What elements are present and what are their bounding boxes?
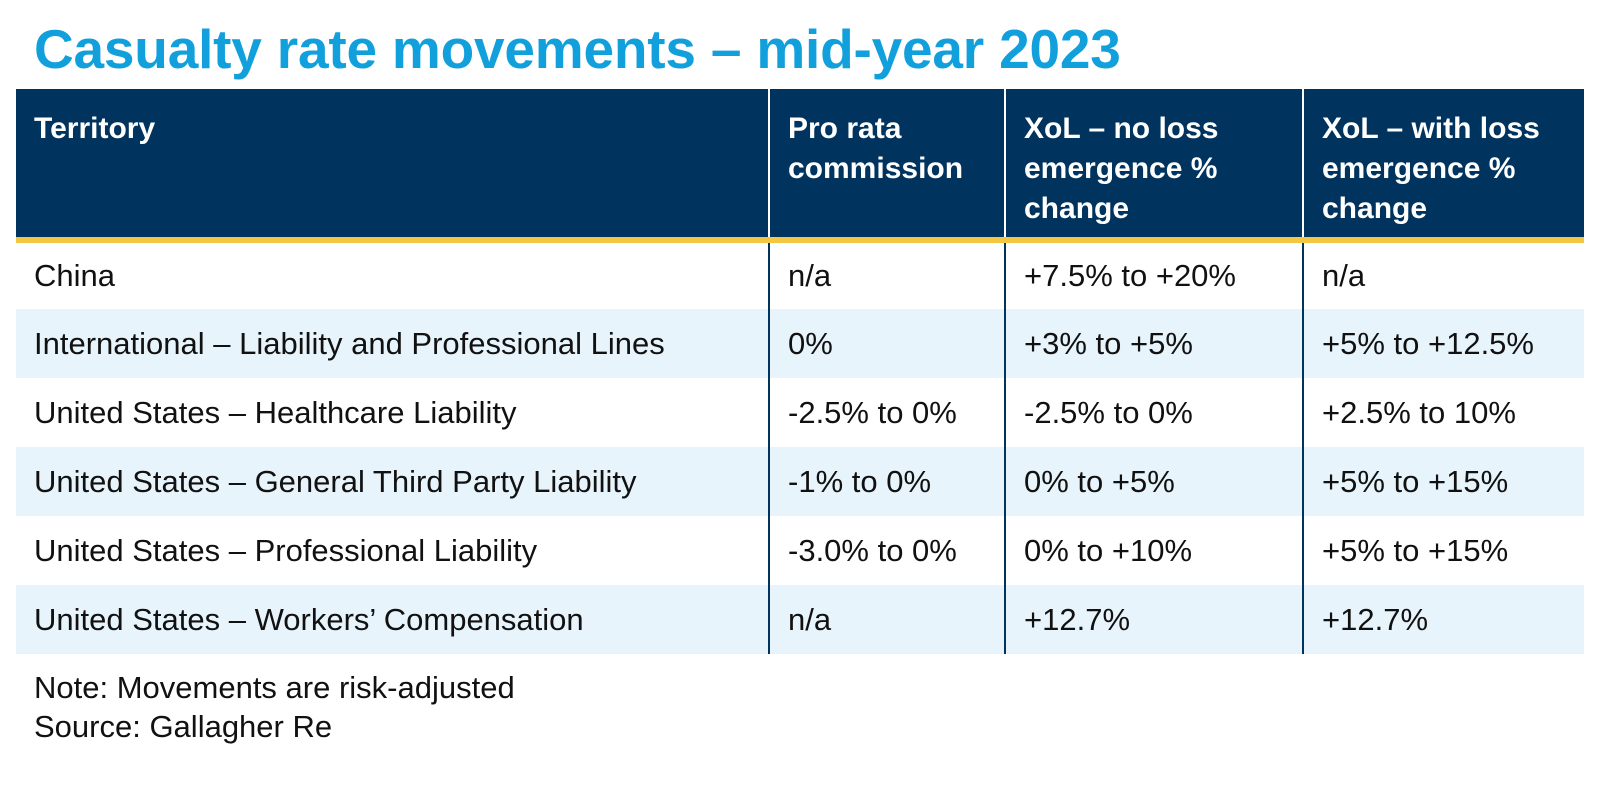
territory-cell: United States – Healthcare Liability — [34, 394, 517, 430]
table-header: Territory Pro rata commission XoL – no l… — [16, 89, 1584, 243]
xol-with-loss-cell: +12.7% — [1302, 585, 1584, 654]
table-row: United States – Professional Liability -… — [16, 516, 1584, 585]
header-xol-no-loss-emergence: XoL – no loss emergence % change — [1004, 89, 1303, 243]
table-row: China n/a +7.5% to +20% n/a — [16, 240, 1584, 309]
footnotes: Note: Movements are risk-adjusted Source… — [34, 668, 515, 746]
xol-no-loss-cell: 0% to +5% — [1004, 447, 1303, 516]
xol-with-loss-cell: n/a — [1302, 240, 1584, 309]
header-territory: Territory — [16, 89, 769, 243]
territory-cell: International – Liability and Profession… — [16, 309, 769, 378]
table-row: United States – General Third Party Liab… — [16, 447, 1584, 516]
table-row: International – Liability and Profession… — [16, 309, 1584, 378]
xol-with-loss-cell: +2.5% to 10% — [1302, 378, 1584, 447]
xol-no-loss-cell: -2.5% to 0% — [1004, 378, 1303, 447]
territory-cell: China — [34, 258, 115, 293]
pro-rata-cell: 0% — [768, 309, 1005, 378]
xol-no-loss-cell: +7.5% to +20% — [1004, 240, 1303, 309]
table-row: United States – Workers’ Compensation n/… — [16, 585, 1584, 654]
rate-movements-table: Territory Pro rata commission XoL – no l… — [16, 89, 1584, 654]
territory-cell: United States – Professional Liability — [34, 532, 538, 568]
note-text: Note: Movements are risk-adjusted — [34, 670, 515, 705]
header-xol-with-loss-emergence: XoL – with loss emergence % change — [1302, 89, 1584, 243]
pro-rata-cell: -2.5% to 0% — [768, 378, 1005, 447]
xol-with-loss-cell: +5% to +12.5% — [1302, 309, 1584, 378]
table-row: United States – Healthcare Liability -2.… — [16, 378, 1584, 447]
pro-rata-cell: n/a — [768, 585, 1005, 654]
pro-rata-cell: -1% to 0% — [768, 447, 1005, 516]
pro-rata-cell: -3.0% to 0% — [768, 516, 1005, 585]
territory-cell: United States – General Third Party Liab… — [16, 447, 769, 516]
pro-rata-cell: n/a — [768, 240, 1005, 309]
page-title: Casualty rate movements – mid-year 2023 — [34, 18, 1121, 80]
header-pro-rata-commission: Pro rata commission — [768, 89, 1005, 243]
xol-no-loss-cell: +12.7% — [1004, 585, 1303, 654]
xol-with-loss-cell: +5% to +15% — [1302, 447, 1584, 516]
table-body: China n/a +7.5% to +20% n/a Internationa… — [16, 240, 1584, 654]
territory-cell: United States – Workers’ Compensation — [16, 585, 769, 654]
xol-no-loss-cell: 0% to +10% — [1004, 516, 1303, 585]
header-row: Territory Pro rata commission XoL – no l… — [16, 89, 1584, 243]
xol-no-loss-cell: +3% to +5% — [1004, 309, 1303, 378]
xol-with-loss-cell: +5% to +15% — [1302, 516, 1584, 585]
source-text: Source: Gallagher Re — [34, 709, 333, 744]
